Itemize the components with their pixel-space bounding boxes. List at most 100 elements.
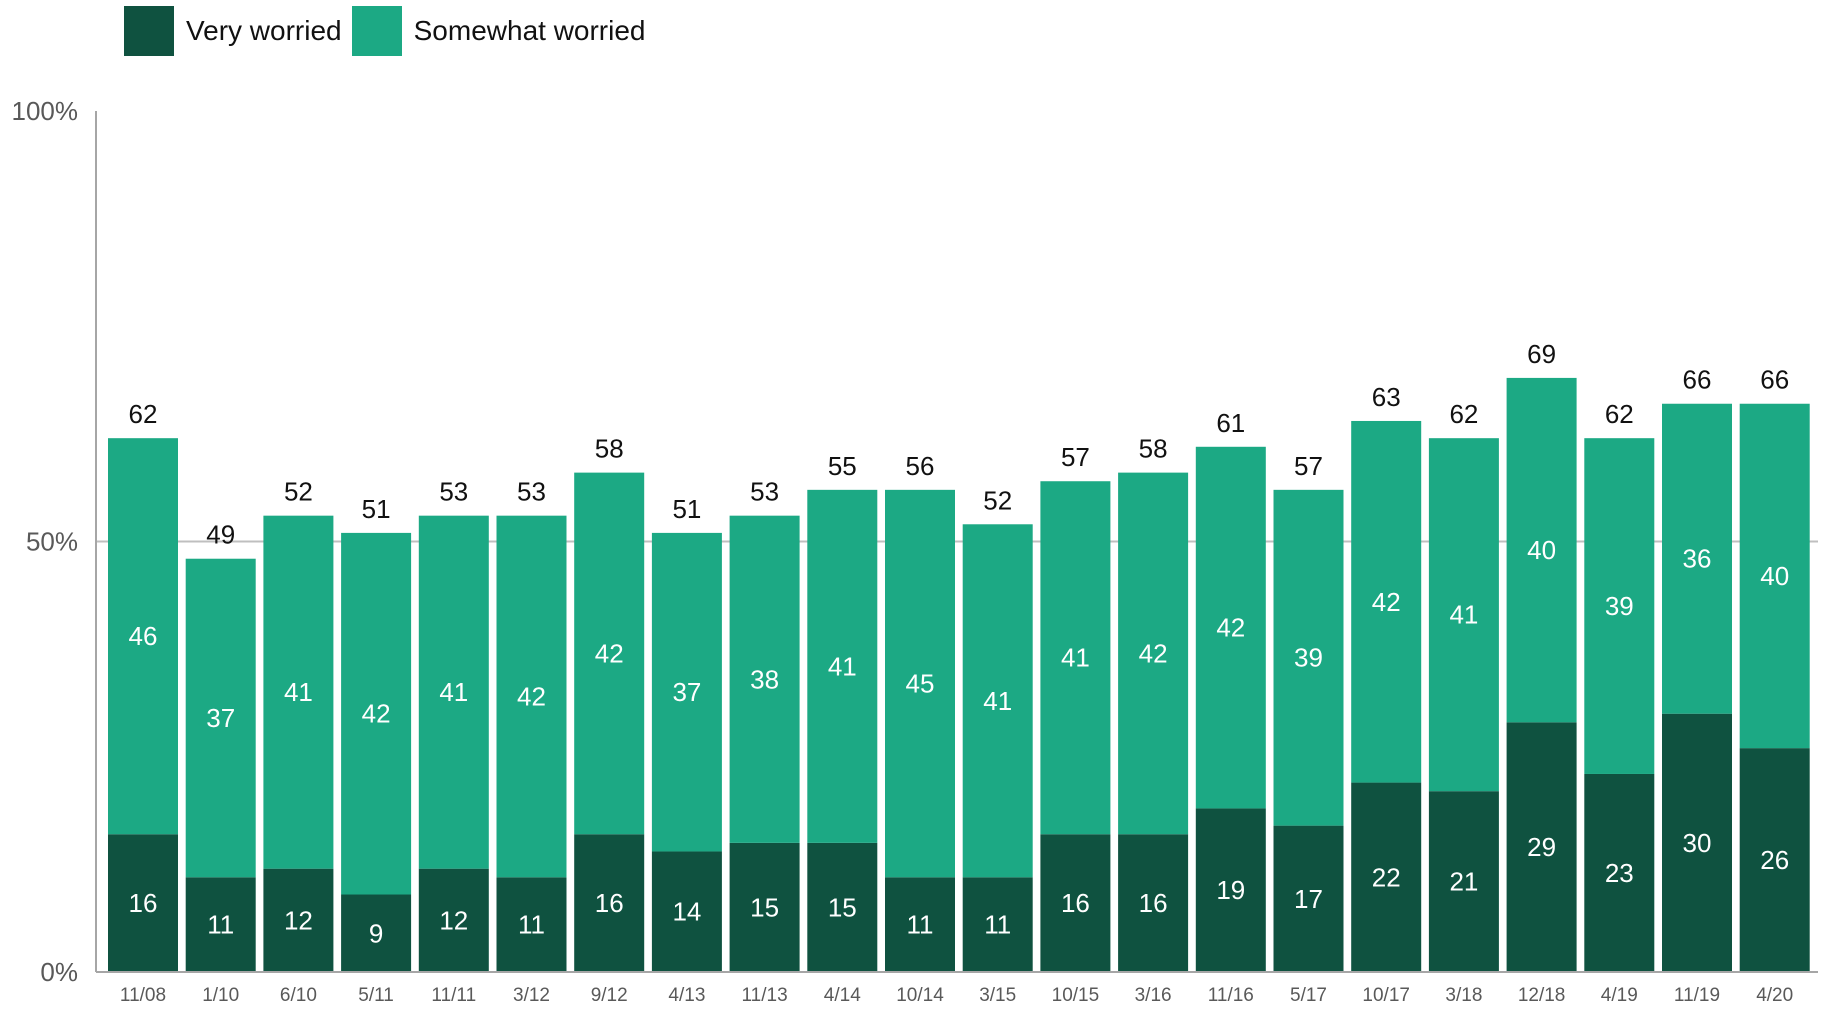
data-label-total-15: 57 <box>1294 451 1323 481</box>
data-label-very-worried-6: 16 <box>595 888 624 918</box>
data-label-very-worried-2: 12 <box>284 905 313 935</box>
bar-very-worried-14 <box>1195 808 1266 972</box>
x-tick-label-15: 5/17 <box>1290 985 1327 1006</box>
bar-somewhat-worried-16 <box>1351 420 1422 783</box>
data-label-somewhat-worried-12: 41 <box>1061 643 1090 673</box>
bar-somewhat-worried-15 <box>1273 489 1344 826</box>
x-tick-label-18: 12/18 <box>1518 985 1566 1006</box>
x-tick-label-6: 9/12 <box>591 985 628 1006</box>
x-tick-label-11: 3/15 <box>979 985 1016 1006</box>
bar-somewhat-worried-0 <box>108 438 178 835</box>
data-label-total-10: 56 <box>906 451 935 481</box>
bar-very-worried-10 <box>885 877 955 972</box>
bar-very-worried-20 <box>1662 713 1732 972</box>
x-tick-label-10: 10/14 <box>896 985 944 1006</box>
data-label-somewhat-worried-6: 42 <box>595 638 624 668</box>
data-label-total-17: 62 <box>1449 399 1478 429</box>
x-tick-label-2: 6/10 <box>280 985 317 1006</box>
data-label-total-7: 51 <box>672 494 701 524</box>
data-label-total-19: 62 <box>1605 399 1634 429</box>
bar-somewhat-worried-14 <box>1195 446 1266 809</box>
data-label-very-worried-19: 23 <box>1605 858 1634 888</box>
legend-swatch-very-worried <box>124 6 174 56</box>
legend-item-very-worried: Very worried <box>124 6 342 56</box>
bar-very-worried-2 <box>263 868 334 972</box>
data-label-total-16: 63 <box>1372 382 1401 412</box>
bar-very-worried-17 <box>1428 791 1499 972</box>
data-label-somewhat-worried-10: 45 <box>906 669 935 699</box>
data-label-very-worried-5: 11 <box>518 910 545 940</box>
legend: Very worried Somewhat worried <box>124 6 656 56</box>
data-label-very-worried-15: 17 <box>1294 884 1323 914</box>
data-label-somewhat-worried-16: 42 <box>1372 587 1401 617</box>
data-label-very-worried-21: 26 <box>1760 845 1789 875</box>
data-label-total-21: 66 <box>1760 365 1789 395</box>
data-label-very-worried-1: 11 <box>207 910 234 940</box>
data-label-total-9: 55 <box>828 451 857 481</box>
bar-somewhat-worried-3 <box>341 532 412 895</box>
bar-very-worried-15 <box>1273 825 1344 972</box>
bar-very-worried-11 <box>962 877 1033 972</box>
bar-somewhat-worried-8 <box>729 515 800 843</box>
bar-somewhat-worried-11 <box>962 524 1033 878</box>
data-label-very-worried-20: 30 <box>1683 828 1712 858</box>
data-label-very-worried-17: 21 <box>1449 867 1478 897</box>
data-label-total-1: 49 <box>206 520 235 550</box>
bar-very-worried-18 <box>1506 722 1577 972</box>
data-label-very-worried-0: 16 <box>129 888 158 918</box>
x-tick-label-8: 11/13 <box>742 985 788 1006</box>
x-tick-label-13: 3/16 <box>1135 985 1172 1006</box>
data-label-total-20: 66 <box>1683 365 1712 395</box>
data-label-somewhat-worried-17: 41 <box>1449 600 1478 630</box>
legend-swatch-somewhat-worried <box>351 6 402 56</box>
data-label-somewhat-worried-1: 37 <box>206 703 235 733</box>
data-label-very-worried-14: 19 <box>1216 875 1245 905</box>
data-label-somewhat-worried-15: 39 <box>1294 643 1323 673</box>
data-label-somewhat-worried-18: 40 <box>1527 535 1556 565</box>
data-label-somewhat-worried-0: 46 <box>129 621 158 651</box>
bar-somewhat-worried-5 <box>496 515 567 878</box>
data-label-very-worried-4: 12 <box>439 905 468 935</box>
bar-somewhat-worried-7 <box>651 532 722 852</box>
bar-very-worried-12 <box>1040 834 1111 972</box>
bar-somewhat-worried-12 <box>1040 481 1111 835</box>
bar-very-worried-21 <box>1739 748 1810 972</box>
bar-very-worried-19 <box>1584 773 1655 972</box>
data-label-total-18: 69 <box>1527 339 1556 369</box>
data-label-total-11: 52 <box>983 485 1012 515</box>
data-label-somewhat-worried-2: 41 <box>284 677 313 707</box>
bar-somewhat-worried-18 <box>1506 377 1577 723</box>
x-tick-label-17: 3/18 <box>1445 985 1482 1006</box>
x-tick-label-0: 11/08 <box>120 985 166 1006</box>
x-tick-label-4: 11/11 <box>431 985 476 1006</box>
data-label-total-5: 53 <box>517 477 546 507</box>
legend-label-very-worried: Very worried <box>186 15 342 46</box>
data-label-somewhat-worried-20: 36 <box>1683 544 1712 574</box>
x-tick-label-3: 5/11 <box>358 985 394 1006</box>
data-label-very-worried-7: 14 <box>672 897 701 927</box>
data-label-very-worried-13: 16 <box>1139 888 1168 918</box>
data-label-somewhat-worried-7: 37 <box>672 677 701 707</box>
bar-somewhat-worried-1 <box>185 558 256 878</box>
x-tick-label-19: 4/19 <box>1601 985 1638 1006</box>
data-label-somewhat-worried-4: 41 <box>439 677 468 707</box>
data-label-total-6: 58 <box>595 434 624 464</box>
bar-very-worried-16 <box>1351 782 1422 972</box>
bar-very-worried-9 <box>807 842 878 972</box>
bar-somewhat-worried-6 <box>574 472 645 835</box>
data-label-very-worried-9: 15 <box>828 892 857 922</box>
x-tick-label-21: 4/20 <box>1756 985 1793 1006</box>
bar-very-worried-3 <box>341 894 412 972</box>
data-label-very-worried-11: 11 <box>984 910 1011 940</box>
bar-somewhat-worried-19 <box>1584 438 1655 774</box>
legend-label-somewhat-worried: Somewhat worried <box>413 15 646 46</box>
data-label-somewhat-worried-9: 41 <box>828 651 857 681</box>
data-label-somewhat-worried-19: 39 <box>1605 591 1634 621</box>
bar-somewhat-worried-4 <box>418 515 489 869</box>
x-tick-label-20: 11/19 <box>1674 985 1720 1006</box>
data-label-total-13: 58 <box>1139 434 1168 464</box>
x-tick-label-7: 4/13 <box>668 985 705 1006</box>
data-label-somewhat-worried-13: 42 <box>1139 638 1168 668</box>
